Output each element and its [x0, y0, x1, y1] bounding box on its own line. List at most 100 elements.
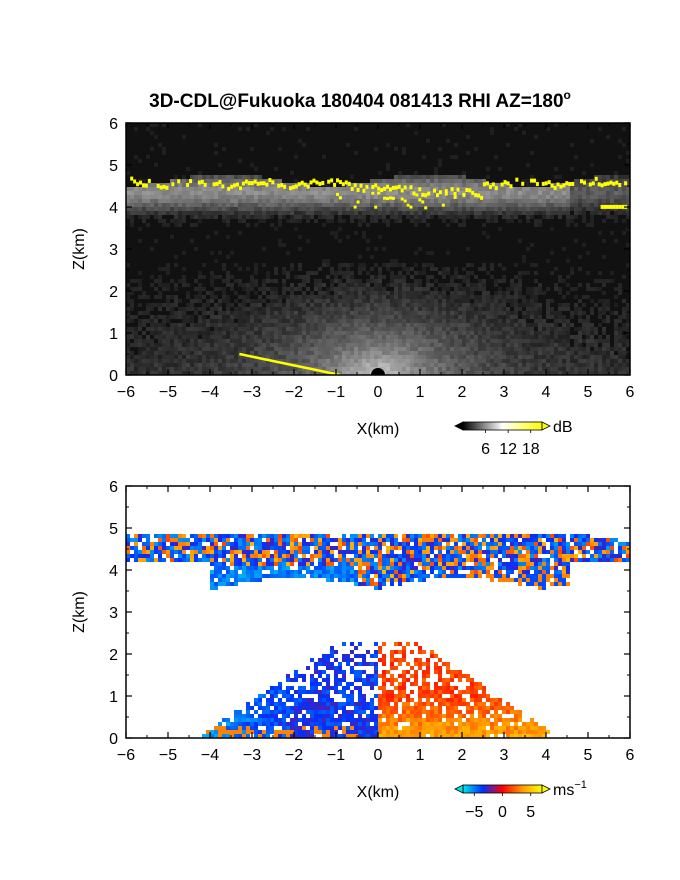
y-tick-label: 5: [109, 158, 118, 175]
velocity-pixel: [142, 542, 146, 546]
backscatter-pixel: [454, 183, 458, 187]
backscatter-strong-echo: [509, 184, 513, 189]
backscatter-pixel: [226, 223, 230, 227]
backscatter-pixel: [362, 371, 366, 375]
backscatter-pixel: [142, 339, 146, 343]
velocity-pixel: [246, 714, 250, 718]
backscatter-pixel: [486, 311, 490, 315]
backscatter-pixel: [210, 335, 214, 339]
backscatter-pixel: [170, 207, 174, 211]
backscatter-pixel: [214, 327, 218, 331]
backscatter-pixel: [438, 187, 442, 191]
backscatter-pixel: [186, 167, 190, 171]
velocity-pixel: [218, 582, 222, 586]
backscatter-pixel: [426, 315, 430, 319]
backscatter-pixel: [358, 187, 362, 191]
backscatter-pixel: [550, 363, 554, 367]
backscatter-pixel: [146, 183, 150, 187]
backscatter-pixel: [410, 327, 414, 331]
backscatter-pixel: [434, 167, 438, 171]
velocity-pixel: [222, 554, 226, 558]
backscatter-pixel: [298, 299, 302, 303]
backscatter-pixel: [550, 203, 554, 207]
y-tick-label: 6: [109, 116, 118, 133]
velocity-pixel: [274, 730, 278, 734]
backscatter-pixel: [158, 195, 162, 199]
backscatter-pixel: [418, 303, 422, 307]
backscatter-pixel: [514, 299, 518, 303]
velocity-pixel: [262, 562, 266, 566]
velocity-pixel: [226, 574, 230, 578]
backscatter-pixel: [402, 319, 406, 323]
backscatter-pixel: [254, 223, 258, 227]
backscatter-pixel: [258, 215, 262, 219]
backscatter-pixel: [370, 195, 374, 199]
backscatter-pixel: [274, 315, 278, 319]
backscatter-pixel: [422, 307, 426, 311]
backscatter-pixel: [382, 183, 386, 187]
backscatter-pixel: [310, 363, 314, 367]
backscatter-pixel: [310, 371, 314, 375]
backscatter-pixel: [518, 295, 522, 299]
velocity-pixel: [226, 538, 230, 542]
backscatter-pixel: [206, 195, 210, 199]
backscatter-pixel: [186, 343, 190, 347]
velocity-pixel: [158, 550, 162, 554]
backscatter-pixel: [530, 371, 534, 375]
backscatter-pixel: [238, 307, 242, 311]
backscatter-pixel: [194, 335, 198, 339]
backscatter-pixel: [298, 307, 302, 311]
backscatter-pixel: [406, 359, 410, 363]
backscatter-pixel: [258, 299, 262, 303]
backscatter-pixel: [534, 295, 538, 299]
backscatter-pixel: [446, 215, 450, 219]
backscatter-pixel: [450, 363, 454, 367]
backscatter-pixel: [322, 291, 326, 295]
backscatter-pixel: [306, 187, 310, 191]
backscatter-pixel: [286, 331, 290, 335]
backscatter-pixel: [350, 319, 354, 323]
backscatter-pixel: [574, 191, 578, 195]
backscatter-pixel: [598, 203, 602, 207]
backscatter-pixel: [478, 339, 482, 343]
backscatter-pixel: [222, 319, 226, 323]
backscatter-pixel: [294, 299, 298, 303]
backscatter-pixel: [510, 335, 514, 339]
backscatter-pixel: [402, 147, 406, 151]
backscatter-pixel: [566, 323, 570, 327]
velocity-pixel: [242, 562, 246, 566]
backscatter-pixel: [186, 179, 190, 183]
backscatter-strong-echo: [315, 180, 319, 185]
backscatter-pixel: [186, 203, 190, 207]
backscatter-pixel: [278, 363, 282, 367]
backscatter-pixel: [314, 327, 318, 331]
backscatter-pixel: [182, 347, 186, 351]
backscatter-pixel: [566, 303, 570, 307]
backscatter-pixel: [494, 183, 498, 187]
backscatter-pixel: [306, 355, 310, 359]
backscatter-pixel: [546, 207, 550, 211]
backscatter-pixel: [238, 199, 242, 203]
backscatter-pixel: [622, 275, 626, 279]
backscatter-pixel: [454, 295, 458, 299]
backscatter-pixel: [458, 291, 462, 295]
backscatter-pixel: [170, 311, 174, 315]
backscatter-strong-echo: [256, 181, 260, 186]
backscatter-pixel: [454, 203, 458, 207]
backscatter-pixel: [346, 283, 350, 287]
backscatter-strong-echo: [244, 179, 248, 184]
backscatter-pixel: [486, 215, 490, 219]
backscatter-pixel: [250, 147, 254, 151]
backscatter-pixel: [398, 363, 402, 367]
velocity-pixel: [234, 558, 238, 562]
backscatter-pixel: [250, 363, 254, 367]
velocity-pixel: [194, 538, 198, 542]
backscatter-pixel: [374, 211, 378, 215]
backscatter-pixel: [566, 207, 570, 211]
backscatter-pixel: [262, 279, 266, 283]
backscatter-pixel: [130, 351, 134, 355]
velocity-pixel: [154, 558, 158, 562]
backscatter-pixel: [222, 371, 226, 375]
backscatter-pixel: [506, 355, 510, 359]
backscatter-pixel: [414, 187, 418, 191]
